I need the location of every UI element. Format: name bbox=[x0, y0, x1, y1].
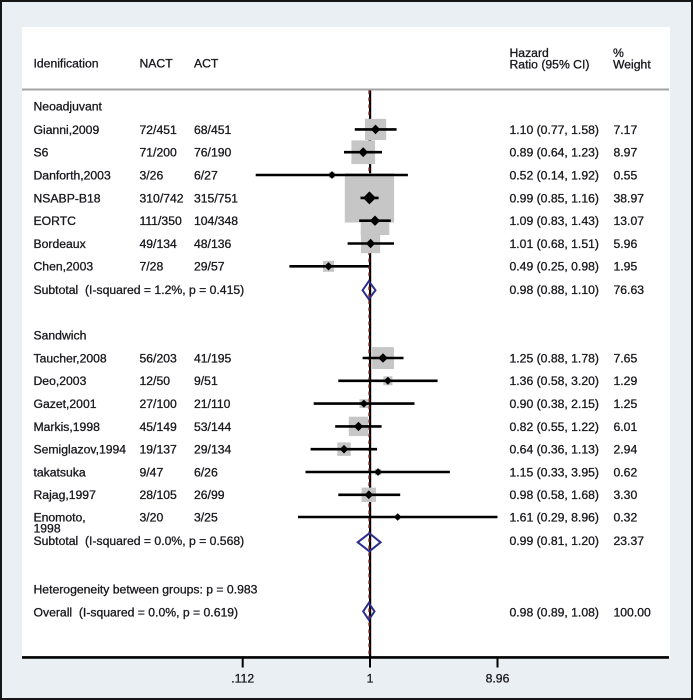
svg-text:9/51: 9/51 bbox=[194, 374, 218, 388]
svg-text:41/195: 41/195 bbox=[194, 351, 231, 365]
svg-text:3/26: 3/26 bbox=[140, 168, 164, 182]
svg-text:%: % bbox=[613, 46, 624, 60]
svg-text:1.61 (0.29, 8.96): 1.61 (0.29, 8.96) bbox=[510, 510, 599, 524]
svg-text:100.00: 100.00 bbox=[614, 605, 651, 619]
svg-text:takatsuka: takatsuka bbox=[34, 465, 86, 479]
svg-text:53/144: 53/144 bbox=[194, 420, 231, 434]
svg-text:Danforth,2003: Danforth,2003 bbox=[34, 168, 111, 182]
svg-text:Subtotal (I-squared = 0.0%, p: Subtotal (I-squared = 0.0%, p = 0.568) bbox=[34, 534, 245, 548]
svg-text:0.82 (0.55, 1.22): 0.82 (0.55, 1.22) bbox=[510, 420, 599, 434]
svg-text:8.97: 8.97 bbox=[614, 146, 638, 160]
svg-text:8.96: 8.96 bbox=[486, 672, 510, 686]
svg-text:Gianni,2009: Gianni,2009 bbox=[34, 123, 100, 137]
svg-text:Sandwich: Sandwich bbox=[34, 329, 87, 343]
svg-text:26/99: 26/99 bbox=[194, 488, 225, 502]
svg-text:1.25: 1.25 bbox=[614, 397, 638, 411]
svg-text:NACT: NACT bbox=[140, 57, 174, 71]
svg-text:111/350: 111/350 bbox=[140, 214, 182, 228]
svg-text:Bordeaux: Bordeaux bbox=[34, 237, 86, 251]
svg-text:27/100: 27/100 bbox=[140, 397, 177, 411]
svg-text:Gazet,2001: Gazet,2001 bbox=[34, 397, 97, 411]
svg-text:Neoadjuvant: Neoadjuvant bbox=[34, 100, 103, 114]
svg-text:7/28: 7/28 bbox=[140, 260, 164, 274]
svg-text:Ratio (95% CI): Ratio (95% CI) bbox=[510, 58, 590, 72]
svg-text:56/203: 56/203 bbox=[140, 351, 177, 365]
svg-text:0.99 (0.85, 1.16): 0.99 (0.85, 1.16) bbox=[510, 191, 599, 205]
svg-text:1.95: 1.95 bbox=[614, 260, 638, 274]
svg-text:2.94: 2.94 bbox=[614, 443, 638, 457]
svg-text:0.98 (0.89, 1.08): 0.98 (0.89, 1.08) bbox=[510, 605, 599, 619]
svg-text:Overall (I-squared = 0.0%, p: Overall (I-squared = 0.0%, p = 0.619) bbox=[34, 605, 239, 619]
svg-text:3.30: 3.30 bbox=[614, 488, 638, 502]
svg-text:45/149: 45/149 bbox=[140, 420, 177, 434]
svg-text:1.01 (0.68, 1.51): 1.01 (0.68, 1.51) bbox=[510, 237, 599, 251]
svg-text:3/25: 3/25 bbox=[194, 510, 218, 524]
svg-text:6/27: 6/27 bbox=[194, 168, 218, 182]
svg-text:48/136: 48/136 bbox=[194, 237, 231, 251]
svg-text:310/742: 310/742 bbox=[140, 191, 184, 205]
svg-text:Subtotal (I-squared = 1.2%, p: Subtotal (I-squared = 1.2%, p = 0.415) bbox=[34, 283, 245, 297]
svg-text:0.98 (0.58, 1.68): 0.98 (0.58, 1.68) bbox=[510, 488, 599, 502]
svg-text:9/47: 9/47 bbox=[140, 465, 164, 479]
svg-text:.112: .112 bbox=[231, 672, 254, 686]
svg-text:Deo,2003: Deo,2003 bbox=[34, 374, 87, 388]
svg-text:7.17: 7.17 bbox=[614, 123, 638, 137]
svg-text:Enomoto,: Enomoto, bbox=[34, 510, 86, 524]
svg-text:6/26: 6/26 bbox=[194, 465, 218, 479]
svg-text:0.52 (0.14, 1.92): 0.52 (0.14, 1.92) bbox=[510, 168, 599, 182]
svg-text:3/20: 3/20 bbox=[140, 510, 164, 524]
svg-text:5.96: 5.96 bbox=[614, 237, 638, 251]
svg-text:Taucher,2008: Taucher,2008 bbox=[34, 351, 107, 365]
svg-text:0.89 (0.64, 1.23): 0.89 (0.64, 1.23) bbox=[510, 146, 599, 160]
svg-text:49/134: 49/134 bbox=[140, 237, 177, 251]
svg-text:76/190: 76/190 bbox=[194, 146, 231, 160]
svg-text:S6: S6 bbox=[34, 146, 49, 160]
svg-text:Idenification: Idenification bbox=[34, 57, 99, 71]
svg-text:71/200: 71/200 bbox=[140, 146, 177, 160]
svg-text:1.09 (0.83, 1.43): 1.09 (0.83, 1.43) bbox=[510, 214, 599, 228]
svg-text:29/134: 29/134 bbox=[194, 443, 231, 457]
svg-text:0.49 (0.25, 0.98): 0.49 (0.25, 0.98) bbox=[510, 260, 599, 274]
svg-text:1.29: 1.29 bbox=[614, 374, 638, 388]
svg-text:13.07: 13.07 bbox=[614, 214, 645, 228]
svg-text:315/751: 315/751 bbox=[194, 191, 238, 205]
svg-text:0.62: 0.62 bbox=[614, 465, 638, 479]
svg-text:1.15 (0.33, 3.95): 1.15 (0.33, 3.95) bbox=[510, 465, 599, 479]
svg-text:28/105: 28/105 bbox=[140, 488, 177, 502]
svg-text:Markis,1998: Markis,1998 bbox=[34, 420, 101, 434]
svg-text:21/110: 21/110 bbox=[194, 397, 231, 411]
svg-text:0.64 (0.36, 1.13): 0.64 (0.36, 1.13) bbox=[510, 443, 599, 457]
svg-text:1.10 (0.77, 1.58): 1.10 (0.77, 1.58) bbox=[510, 123, 599, 137]
svg-text:0.99 (0.81, 1.20): 0.99 (0.81, 1.20) bbox=[510, 534, 599, 548]
svg-text:19/137: 19/137 bbox=[140, 443, 177, 457]
svg-text:0.98 (0.88, 1.10): 0.98 (0.88, 1.10) bbox=[510, 283, 599, 297]
svg-text:0.32: 0.32 bbox=[614, 510, 638, 524]
svg-text:Heterogeneity between groups:: Heterogeneity between groups: p = 0.983 bbox=[34, 583, 258, 597]
svg-text:1.36 (0.58, 3.20): 1.36 (0.58, 3.20) bbox=[510, 374, 599, 388]
svg-text:EORTC: EORTC bbox=[34, 214, 77, 228]
svg-text:Weight: Weight bbox=[613, 58, 651, 72]
svg-text:1: 1 bbox=[367, 672, 374, 686]
svg-text:68/451: 68/451 bbox=[194, 123, 231, 137]
svg-text:ACT: ACT bbox=[194, 57, 219, 71]
svg-text:1.25 (0.88, 1.78): 1.25 (0.88, 1.78) bbox=[510, 351, 599, 365]
svg-text:6.01: 6.01 bbox=[614, 420, 638, 434]
svg-text:Semiglazov,1994: Semiglazov,1994 bbox=[34, 443, 127, 457]
svg-text:29/57: 29/57 bbox=[194, 260, 225, 274]
svg-text:23.37: 23.37 bbox=[614, 534, 645, 548]
svg-text:104/348: 104/348 bbox=[194, 214, 238, 228]
svg-text:12/50: 12/50 bbox=[140, 374, 171, 388]
svg-text:NSABP-B18: NSABP-B18 bbox=[34, 191, 101, 205]
svg-text:72/451: 72/451 bbox=[140, 123, 177, 137]
svg-text:Hazard: Hazard bbox=[510, 46, 549, 60]
svg-text:1998: 1998 bbox=[34, 522, 61, 536]
svg-text:38.97: 38.97 bbox=[614, 191, 645, 205]
svg-text:76.63: 76.63 bbox=[614, 283, 645, 297]
svg-text:7.65: 7.65 bbox=[614, 351, 638, 365]
svg-text:Chen,2003: Chen,2003 bbox=[34, 260, 94, 274]
svg-text:0.90 (0.38, 2.15): 0.90 (0.38, 2.15) bbox=[510, 397, 599, 411]
svg-text:Rajag,1997: Rajag,1997 bbox=[34, 488, 97, 502]
svg-text:0.55: 0.55 bbox=[614, 168, 638, 182]
